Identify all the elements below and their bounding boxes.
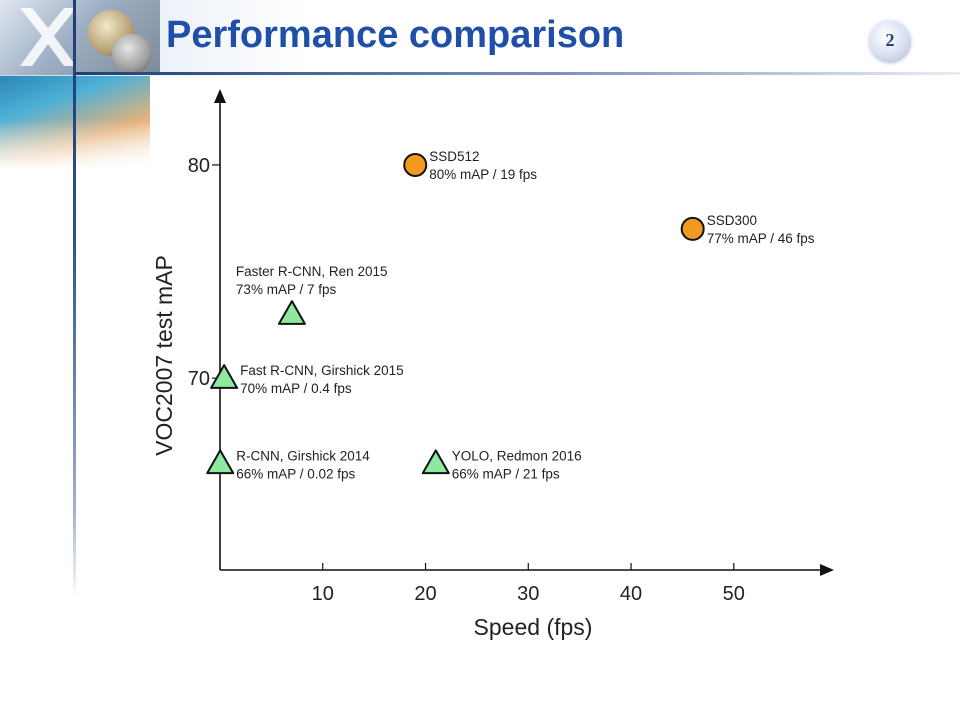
x-tick-label: 10	[312, 583, 334, 605]
decoration-fade	[0, 120, 160, 170]
point-value-label: 66% mAP / 0.02 fps	[236, 466, 355, 481]
x-tick-label: 50	[723, 583, 745, 605]
data-point-circle	[403, 152, 428, 177]
header-rule	[75, 72, 960, 75]
y-tick-label: 80	[188, 155, 210, 177]
chart-marks	[206, 152, 705, 475]
point-value-label: 66% mAP / 21 fps	[452, 466, 560, 481]
chart-labels: Speed (fps) VOC2007 test mAP SSD512 80% mAP…	[151, 149, 815, 640]
x-tick-label: 20	[414, 583, 436, 605]
x-tick-label: 40	[620, 583, 642, 605]
slide-title: Performance comparison	[166, 14, 625, 56]
data-point-circle	[680, 216, 705, 241]
chart-axes	[214, 89, 834, 576]
point-name-label: SSD512	[429, 149, 479, 164]
y-axis-label: VOC2007 test mAP	[151, 255, 177, 456]
header-decoration-image	[0, 0, 160, 170]
point-name-label: YOLO, Redmon 2016	[452, 448, 582, 463]
left-rule	[73, 0, 76, 600]
point-name-label: Faster R-CNN, Ren 2015	[236, 264, 388, 279]
x-axis-arrow-icon	[820, 564, 834, 576]
x-tick-label: 30	[517, 583, 539, 605]
page-number: 2	[885, 30, 895, 50]
point-value-label: 80% mAP / 19 fps	[429, 167, 537, 182]
header-background	[0, 0, 960, 76]
y-axis-arrow-icon	[214, 89, 226, 103]
data-point-triangle	[210, 364, 239, 389]
point-name-label: SSD300	[707, 213, 757, 228]
point-value-label: 73% mAP / 7 fps	[236, 282, 337, 297]
data-point-triangle	[206, 449, 235, 475]
data-point-triangle	[421, 449, 450, 475]
point-value-label: 70% mAP / 0.4 fps	[240, 381, 352, 396]
coin-icon	[112, 34, 152, 74]
y-tick-label: 70	[188, 368, 210, 390]
chart-ticks: 10 20 30 40 50 70 80	[188, 155, 745, 605]
scatter-chart: 10 20 30 40 50 70 80 Speed (fps) VOC2007 test m…	[151, 89, 834, 640]
page-number-badge: 2	[869, 21, 911, 63]
x-logo-icon	[20, 8, 76, 66]
point-name-label: Fast R-CNN, Girshick 2015	[240, 363, 404, 378]
point-value-label: 77% mAP / 46 fps	[707, 231, 815, 246]
data-point-triangle	[277, 300, 306, 325]
x-axis-label: Speed (fps)	[474, 614, 593, 640]
point-name-label: R-CNN, Girshick 2014	[236, 448, 370, 463]
